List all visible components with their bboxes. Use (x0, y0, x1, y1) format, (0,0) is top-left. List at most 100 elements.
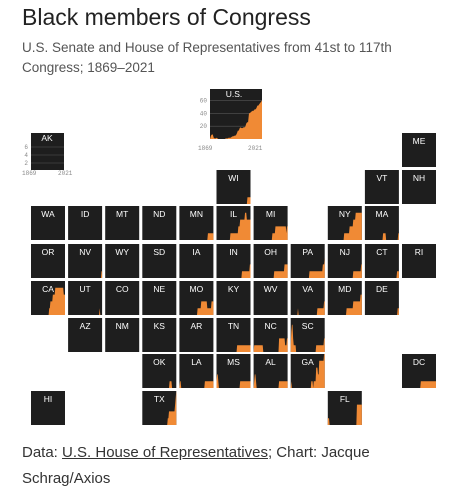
area-mi (253, 226, 288, 240)
source-link[interactable]: U.S. House of Representatives (62, 444, 268, 461)
tile-az (68, 318, 103, 352)
tile-ne (142, 281, 177, 315)
area-tx (142, 391, 177, 425)
area-tn (216, 345, 251, 352)
state-label-us: U.S. (226, 89, 243, 99)
state-label-vt: VT (376, 173, 387, 183)
state-label-ky: KY (228, 284, 240, 294)
state-label-tn: TN (228, 321, 239, 331)
tile-nh (402, 170, 436, 204)
state-label-la: LA (191, 357, 202, 367)
state-label-il: IL (230, 209, 237, 219)
state-label-ne: NE (153, 284, 165, 294)
area-al (253, 374, 288, 388)
tile-ar (179, 318, 214, 352)
tick-label-x-ak-end: 2021 (58, 170, 73, 177)
tile-id (68, 206, 103, 240)
state-label-mt: MT (116, 209, 128, 219)
state-label-nh: NH (413, 173, 425, 183)
state-label-mo: MO (190, 284, 204, 294)
state-label-mi: MI (266, 209, 275, 219)
state-label-oh: OH (264, 247, 277, 257)
state-label-fl: FL (340, 394, 350, 404)
data-prefix: Data: (22, 444, 63, 461)
state-label-in: IN (229, 247, 238, 257)
tile-vt (364, 170, 399, 204)
area-ok (142, 381, 177, 388)
tile-ia (179, 244, 214, 278)
area-sc (290, 324, 325, 352)
tick-label-y-us: 40 (200, 110, 208, 117)
tick-label-y-ak: 6 (24, 144, 28, 151)
tile-wy (105, 244, 140, 278)
state-label-me: ME (413, 136, 426, 146)
tile-nv (68, 244, 103, 278)
state-label-nd: ND (153, 209, 165, 219)
state-label-wa: WA (41, 209, 55, 219)
area-ny (327, 212, 362, 240)
footer: Data: U.S. House of Representatives; Cha… (22, 440, 442, 492)
area-il (216, 212, 251, 240)
state-label-hi: HI (44, 394, 53, 404)
tick-label-x-ak-start: 1869 (22, 170, 37, 177)
tile-ky (216, 281, 251, 315)
tile-sd (142, 244, 177, 278)
state-label-ma: MA (376, 209, 389, 219)
state-label-nm: NM (116, 321, 129, 331)
area-la (179, 381, 214, 388)
tile-ct (364, 244, 399, 278)
tick-label-y-ak: 2 (24, 160, 28, 167)
state-label-md: MD (338, 284, 351, 294)
tile-ri (402, 244, 436, 278)
state-label-sc: SC (302, 321, 314, 331)
area-us (210, 100, 262, 139)
state-label-nj: NJ (340, 247, 350, 257)
state-label-tx: TX (154, 394, 165, 404)
state-label-id: ID (81, 209, 90, 219)
state-label-sd: SD (153, 247, 165, 257)
area-ga (290, 354, 325, 388)
state-label-or: OR (42, 247, 55, 257)
state-label-ny: NY (339, 209, 351, 219)
state-label-wy: WY (115, 247, 129, 257)
state-label-ar: AR (190, 321, 202, 331)
state-label-pa: PA (302, 247, 313, 257)
tile-mn (179, 206, 214, 240)
area-nj (327, 264, 362, 278)
chart-subtitle: U.S. Senate and House of Representatives… (22, 40, 392, 75)
tile-co (105, 281, 140, 315)
tile-ak (31, 133, 64, 170)
tick-label-y-ak: 4 (24, 152, 28, 159)
tile-ks (142, 318, 177, 352)
chart-title: Black members of Congress (22, 4, 311, 30)
tile-fl (327, 391, 362, 425)
state-label-ct: CT (376, 247, 387, 257)
state-label-ca: CA (42, 284, 54, 294)
tick-label-y-us: 60 (200, 97, 208, 104)
area-fl (327, 404, 362, 425)
tile-or (31, 244, 65, 278)
state-label-dc: DC (413, 357, 425, 367)
area-ca (31, 287, 65, 315)
state-label-ut: UT (79, 284, 90, 294)
area-wi (216, 197, 251, 204)
state-label-al: AL (265, 357, 276, 367)
state-label-de: DE (376, 284, 388, 294)
state-tile-map: 642 1869 2021 AK ME WI VT NH WA ID MT ND MN IL MI NY MA O… (22, 89, 436, 425)
area-md (327, 294, 362, 315)
state-label-ia: IA (192, 247, 200, 257)
tile-mt (105, 206, 140, 240)
area-oh (253, 264, 288, 278)
tile-wv (253, 281, 288, 315)
state-label-ks: KS (154, 321, 166, 331)
state-label-ms: MS (227, 357, 240, 367)
area-pa (290, 257, 325, 278)
tile-nd (142, 206, 177, 240)
state-label-wi: WI (228, 173, 238, 183)
state-label-ak: AK (41, 133, 53, 143)
state-label-ok: OK (153, 357, 166, 367)
area-dc (402, 381, 436, 388)
state-label-va: VA (302, 284, 313, 294)
area-va (290, 301, 325, 315)
state-label-nv: NV (79, 247, 91, 257)
